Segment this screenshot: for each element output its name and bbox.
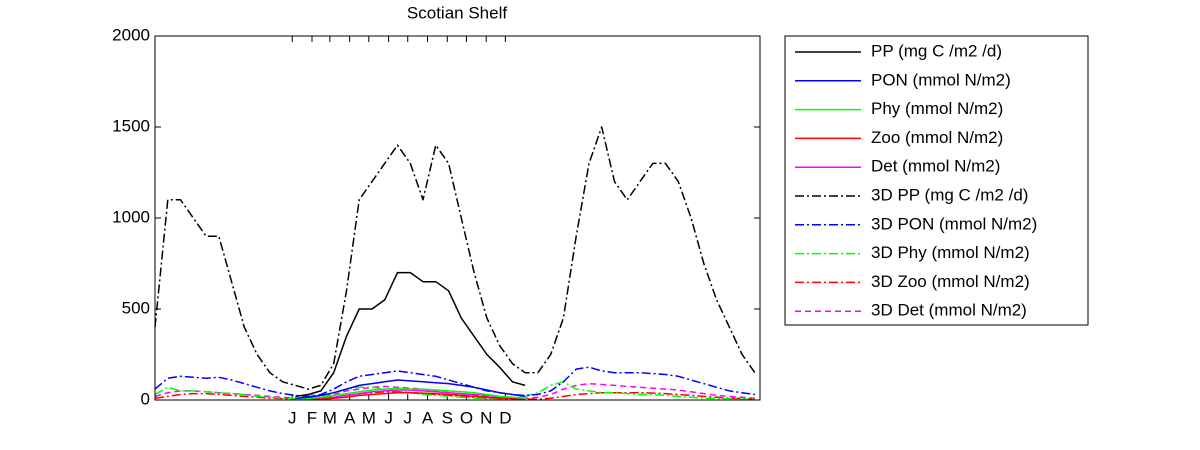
series-line — [154, 381, 755, 400]
x-tick-label: A — [344, 408, 356, 427]
series-line — [154, 366, 756, 398]
axes-frame — [154, 35, 761, 401]
x-tick-label: A — [422, 408, 434, 427]
x-tick-label: J — [384, 408, 393, 427]
y-tick-label: 500 — [122, 298, 150, 317]
series-line — [295, 389, 526, 401]
legend-label: Zoo (mmol N/m2) — [871, 128, 1003, 147]
legend-label: Det (mmol N/m2) — [871, 157, 1000, 176]
y-tick-label: 2000 — [112, 25, 150, 44]
x-tick-label: J — [288, 408, 297, 427]
x-tick-label: J — [403, 408, 412, 427]
series-line — [154, 126, 756, 390]
series-line — [295, 391, 526, 401]
series-line — [295, 271, 526, 398]
series-line — [295, 387, 526, 400]
x-tick-label: F — [307, 408, 317, 427]
chart-title: Scotian Shelf — [407, 3, 507, 22]
x-tick-label: M — [323, 408, 337, 427]
y-tick-label: 1000 — [112, 207, 150, 226]
legend-label: 3D PP (mg C /m2 /d) — [871, 185, 1028, 204]
legend: PP (mg C /m2 /d) PON (mmol N/m2) Phy (mmol… — [784, 35, 1089, 326]
x-tick-label: D — [499, 408, 511, 427]
legend-box — [784, 35, 1089, 326]
x-tick-label: S — [442, 408, 453, 427]
legend-label: Phy (mmol N/m2) — [871, 99, 1003, 118]
y-tick-label: 1500 — [112, 116, 150, 135]
x-tick-label: O — [460, 408, 473, 427]
legend-label: PP (mg C /m2 /d) — [871, 41, 1002, 60]
legend-label: 3D Phy (mmol N/m2) — [871, 243, 1030, 262]
series-line — [295, 379, 526, 399]
x-tick-label: M — [362, 408, 376, 427]
legend-label: 3D Det (mmol N/m2) — [871, 301, 1027, 320]
plot-area — [155, 36, 760, 400]
legend-label: PON (mmol N/m2) — [871, 70, 1011, 89]
x-tick-label: N — [480, 408, 492, 427]
legend-label: 3D PON (mmol N/m2) — [871, 214, 1037, 233]
legend-label: 3D Zoo (mmol N/m2) — [871, 272, 1030, 291]
y-tick-label: 0 — [141, 389, 150, 408]
series-line — [154, 391, 755, 400]
